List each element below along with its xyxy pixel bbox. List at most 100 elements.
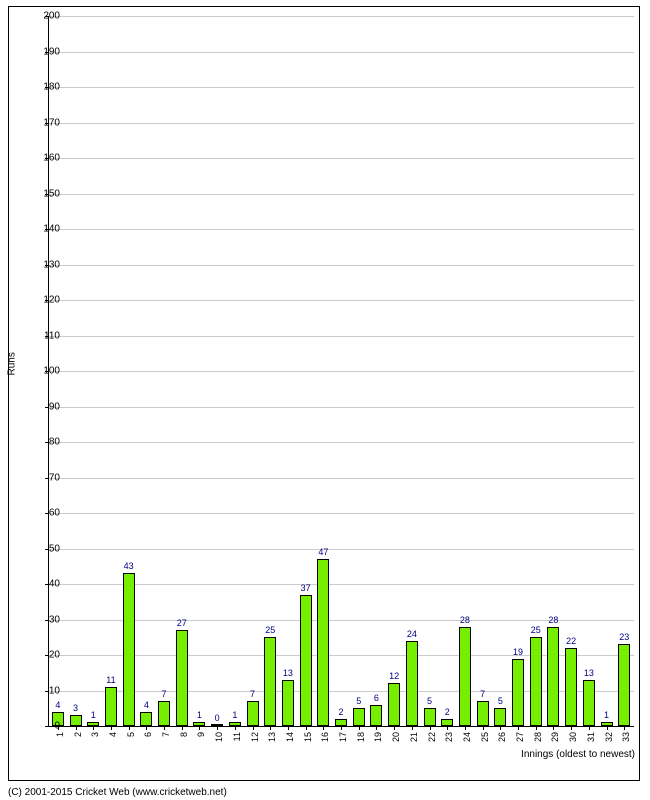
x-tick-label: 25 [480,732,490,742]
x-tick-mark [129,726,130,730]
gridline [49,691,634,692]
bar-value-label: 12 [389,671,399,681]
gridline [49,407,634,408]
bar [353,708,365,726]
x-tick-label: 10 [214,732,224,742]
gridline [49,620,634,621]
gridline [49,123,634,124]
x-tick-label: 2 [73,732,83,737]
copyright-text: (C) 2001-2015 Cricket Web (www.cricketwe… [8,787,227,798]
x-tick-label: 3 [90,732,100,737]
x-tick-mark [518,726,519,730]
x-tick-mark [465,726,466,730]
x-tick-label: 8 [179,732,189,737]
bar-value-label: 25 [531,625,541,635]
x-tick-label: 20 [391,732,401,742]
bar-value-label: 1 [91,710,96,720]
y-axis-label: Runs [7,352,18,375]
gridline [49,513,634,514]
bar-value-label: 27 [177,618,187,628]
bar-value-label: 1 [604,710,609,720]
x-tick-label: 29 [550,732,560,742]
bar-value-label: 0 [215,713,220,723]
bar-value-label: 7 [250,689,255,699]
bar-value-label: 4 [144,700,149,710]
bar [565,648,577,726]
x-tick-mark [553,726,554,730]
bar-value-label: 5 [427,696,432,706]
y-tick-label: 140 [30,224,60,235]
x-tick-mark [589,726,590,730]
bar-value-label: 28 [460,615,470,625]
x-tick-mark [607,726,608,730]
gridline [49,655,634,656]
gridline [49,158,634,159]
y-tick-label: 100 [30,366,60,377]
gridline [49,52,634,53]
bar-value-label: 37 [301,583,311,593]
x-tick-mark [624,726,625,730]
x-tick-mark [306,726,307,730]
bar [123,573,135,726]
bar [406,641,418,726]
bar [583,680,595,726]
bar [282,680,294,726]
x-tick-mark [111,726,112,730]
bar [158,701,170,726]
bar-value-label: 1 [232,710,237,720]
x-tick-label: 30 [568,732,578,742]
x-tick-label: 7 [161,732,171,737]
x-tick-label: 9 [196,732,206,737]
x-tick-mark [164,726,165,730]
x-tick-label: 17 [338,732,348,742]
gridline [49,300,634,301]
x-tick-label: 32 [604,732,614,742]
x-tick-mark [341,726,342,730]
bar [618,644,630,726]
y-tick-label: 90 [30,401,60,412]
bar [530,637,542,726]
y-tick-label: 160 [30,153,60,164]
gridline [49,549,634,550]
bar-value-label: 11 [106,675,115,685]
x-tick-label: 28 [533,732,543,742]
x-tick-label: 4 [108,732,118,737]
x-tick-mark [288,726,289,730]
gridline [49,265,634,266]
bar [370,705,382,726]
bar [317,559,329,726]
x-tick-mark [536,726,537,730]
y-tick-label: 40 [30,579,60,590]
bar [388,683,400,726]
x-tick-label: 14 [285,732,295,742]
x-tick-label: 11 [232,732,242,741]
y-tick-label: 30 [30,614,60,625]
bar-value-label: 6 [374,693,379,703]
x-tick-label: 12 [250,732,260,742]
x-tick-mark [76,726,77,730]
bar-value-label: 5 [356,696,361,706]
x-tick-label: 26 [497,732,507,742]
bar-value-label: 7 [162,689,167,699]
bar [477,701,489,726]
bar-value-label: 4 [55,700,60,710]
bar [176,630,188,726]
y-tick-label: 120 [30,295,60,306]
x-tick-label: 33 [621,732,631,742]
x-tick-mark [500,726,501,730]
y-tick-label: 10 [30,685,60,696]
y-tick-label: 50 [30,543,60,554]
bar-value-label: 24 [407,629,417,639]
x-tick-label: 27 [515,732,525,742]
bar [441,719,453,726]
y-tick-label: 0 [30,721,60,732]
x-tick-label: 22 [427,732,437,742]
bar-value-label: 25 [265,625,275,635]
x-tick-mark [394,726,395,730]
x-tick-mark [571,726,572,730]
x-tick-mark [359,726,360,730]
x-tick-label: 24 [462,732,472,742]
bar-value-label: 7 [480,689,485,699]
bar-value-label: 28 [548,615,558,625]
gridline [49,584,634,585]
